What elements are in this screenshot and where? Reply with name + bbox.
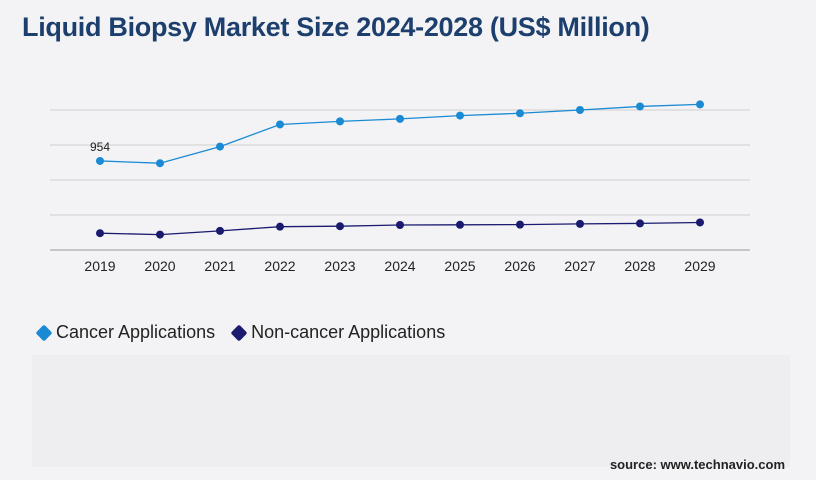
legend-item-cancer: Cancer Applications bbox=[35, 322, 216, 343]
legend-label-non-cancer: Non-cancer Applications bbox=[251, 322, 446, 342]
x-tick-label: 2022 bbox=[264, 258, 295, 274]
data-point bbox=[276, 222, 284, 231]
data-point bbox=[576, 106, 584, 114]
source-credit: source: www.technavio.com bbox=[609, 457, 785, 472]
data-point bbox=[156, 159, 164, 168]
data-point bbox=[516, 220, 524, 229]
data-point bbox=[336, 222, 344, 231]
data-point bbox=[636, 219, 644, 228]
x-tick-label: 2029 bbox=[684, 258, 715, 274]
legend-marker-cancer bbox=[35, 324, 53, 341]
data-point bbox=[516, 109, 524, 118]
x-tick-label: 2019 bbox=[84, 258, 115, 274]
legend: Cancer Applications Non-cancer Applicati… bbox=[35, 322, 446, 343]
lower-panel bbox=[32, 355, 790, 467]
data-point bbox=[96, 156, 104, 165]
data-point bbox=[696, 100, 704, 109]
data-point bbox=[696, 218, 704, 227]
x-tick-label: 2025 bbox=[444, 258, 475, 274]
data-point bbox=[336, 117, 344, 126]
chart-title: Liquid Biopsy Market Size 2024-2028 (US$… bbox=[22, 12, 650, 42]
data-point bbox=[216, 226, 224, 235]
data-point bbox=[636, 102, 644, 111]
data-point bbox=[576, 219, 584, 228]
data-point bbox=[216, 142, 224, 151]
x-tick-label: 2028 bbox=[624, 258, 655, 274]
x-tick-label: 2020 bbox=[144, 258, 175, 274]
data-point bbox=[396, 220, 404, 229]
x-tick-label: 2026 bbox=[504, 258, 535, 274]
x-tick-label: 2027 bbox=[564, 258, 595, 274]
data-point bbox=[276, 120, 284, 129]
x-tick-label: 2023 bbox=[324, 258, 355, 274]
legend-marker-non-cancer bbox=[230, 324, 248, 341]
data-point bbox=[156, 230, 164, 239]
series-line bbox=[99, 103, 701, 164]
data-point bbox=[456, 220, 464, 229]
x-tick-label: 2024 bbox=[384, 258, 415, 274]
data-point bbox=[96, 229, 104, 238]
legend-label-cancer: Cancer Applications bbox=[56, 322, 216, 342]
data-point bbox=[396, 114, 404, 123]
x-tick-label: 2021 bbox=[204, 258, 235, 274]
legend-item-non-cancer: Non-cancer Applications bbox=[230, 322, 446, 343]
data-point bbox=[456, 111, 464, 120]
data-label: 954 bbox=[90, 140, 110, 154]
